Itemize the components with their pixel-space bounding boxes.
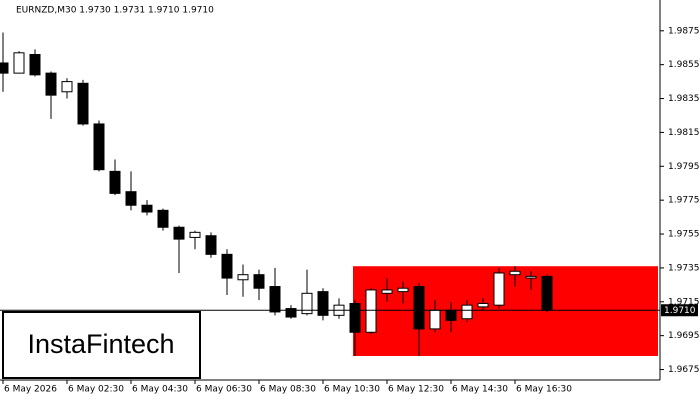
candle-body [13, 52, 25, 74]
candle-body [461, 304, 473, 320]
x-tick-label: 6 May 08:30 [260, 385, 316, 395]
y-tick-label: 1.9875 [668, 26, 700, 36]
candle-body [477, 302, 489, 308]
price-label-box [661, 304, 698, 317]
candle-body [509, 270, 521, 276]
y-tick-label: 1.9775 [668, 196, 700, 206]
candle-body [0, 62, 9, 74]
candle-body [189, 231, 201, 238]
y-tick-label: 1.9675 [668, 365, 700, 375]
candle-body [269, 286, 281, 313]
candle-body [285, 308, 297, 318]
plot-area [0, 32, 658, 356]
candle-body [29, 54, 41, 76]
candle-body [141, 204, 153, 213]
candle-body [221, 253, 233, 279]
candle-body [61, 81, 73, 93]
y-tick-label: 1.9815 [668, 128, 700, 138]
x-tick-label: 6 May 06:30 [196, 385, 252, 395]
x-tick-label: 6 May 16:30 [516, 385, 572, 395]
candle-body [349, 302, 361, 333]
candle-body [397, 287, 409, 293]
candle-body [205, 235, 217, 255]
y-tick-label: 1.9715 [668, 297, 700, 307]
logo: InstaFintech [27, 329, 174, 359]
candle-body [45, 72, 57, 96]
candle-body [93, 123, 105, 171]
candle-body [365, 289, 377, 333]
y-tick-label: 1.9735 [668, 263, 700, 273]
candle-body [125, 191, 137, 206]
x-tick-label: 6 May 02:30 [68, 385, 124, 395]
y-tick-label: 1.9835 [668, 94, 700, 104]
candle-body [109, 170, 121, 194]
candle-body [445, 309, 457, 321]
x-tick-label: 6 May 10:30 [324, 385, 380, 395]
candle-body [493, 272, 505, 306]
x-tick-label: 6 May 14:30 [452, 385, 508, 395]
y-tick-label: 1.9855 [668, 60, 700, 70]
candle-body [413, 286, 425, 330]
y-tick-label: 1.9795 [668, 162, 700, 172]
candle-body [173, 226, 185, 240]
x-tick-label: 6 May 04:30 [132, 385, 188, 395]
candle-body [381, 289, 393, 294]
y-tick-label: 1.9695 [668, 331, 700, 341]
candle-body [253, 274, 265, 289]
chart-title: EURNZD,M30 1.9730 1.9731 1.9710 1.9710 [16, 6, 214, 16]
candle-body [157, 209, 169, 228]
x-tick-label: 6 May 2026 [4, 385, 57, 395]
candle-body [525, 275, 537, 279]
candle-body [429, 309, 441, 330]
candle-body [541, 275, 553, 311]
candle-body [317, 291, 329, 316]
candle-body [237, 274, 249, 281]
candle-body [77, 82, 89, 125]
y-tick-label: 1.9755 [668, 230, 700, 240]
logo-box [2, 311, 201, 379]
x-tick-label: 6 May 12:30 [388, 385, 444, 395]
price-label: 1.9710 [664, 306, 696, 316]
pattern-zone [353, 266, 658, 356]
candle-body [301, 292, 313, 315]
